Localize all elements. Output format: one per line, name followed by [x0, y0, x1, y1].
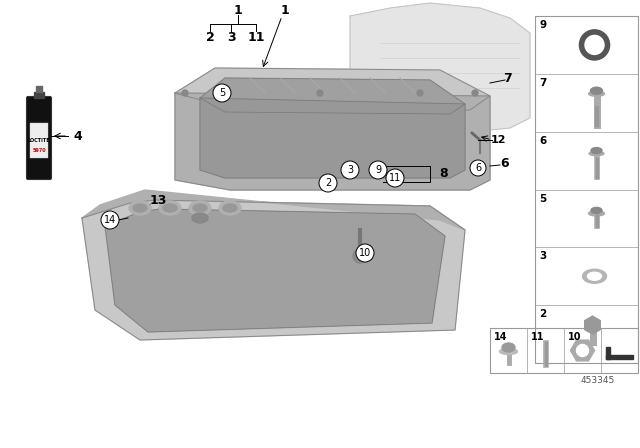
Text: 14: 14 [494, 332, 508, 342]
Bar [490, 328, 638, 373]
Text: 9: 9 [375, 165, 381, 175]
Bar [535, 16, 638, 363]
Text: 3: 3 [347, 165, 353, 175]
Ellipse shape [133, 204, 147, 212]
Polygon shape [200, 98, 465, 178]
Ellipse shape [193, 204, 207, 212]
FancyBboxPatch shape [26, 96, 51, 180]
Circle shape [353, 249, 367, 263]
Bar [30, 123, 48, 158]
Ellipse shape [589, 151, 604, 155]
Ellipse shape [129, 201, 151, 215]
Circle shape [217, 90, 223, 96]
Text: 11: 11 [247, 30, 265, 43]
Polygon shape [350, 3, 530, 133]
Ellipse shape [192, 213, 208, 223]
Circle shape [470, 160, 486, 176]
Text: 2: 2 [539, 309, 547, 319]
Text: 4: 4 [74, 129, 83, 142]
Ellipse shape [588, 272, 602, 280]
Text: 6: 6 [475, 163, 481, 173]
Circle shape [356, 244, 374, 262]
Polygon shape [606, 355, 633, 359]
Circle shape [317, 90, 323, 96]
Text: 3: 3 [227, 30, 236, 43]
Text: 453345: 453345 [581, 375, 615, 384]
Circle shape [472, 90, 478, 96]
Ellipse shape [591, 147, 602, 154]
Ellipse shape [163, 204, 177, 212]
Circle shape [577, 345, 589, 357]
Text: 2: 2 [325, 178, 331, 188]
Text: 1: 1 [280, 4, 289, 17]
Ellipse shape [219, 201, 241, 215]
Polygon shape [200, 78, 465, 114]
Text: 11: 11 [531, 332, 545, 342]
Text: 7: 7 [539, 78, 547, 88]
Text: 2: 2 [205, 30, 214, 43]
Polygon shape [175, 68, 490, 110]
Polygon shape [82, 190, 465, 230]
Text: 12: 12 [490, 135, 506, 145]
Circle shape [386, 169, 404, 187]
Text: 7: 7 [504, 72, 513, 85]
Polygon shape [606, 347, 610, 359]
Ellipse shape [591, 207, 602, 213]
Ellipse shape [223, 204, 237, 212]
Circle shape [341, 161, 359, 179]
Polygon shape [175, 93, 490, 190]
Circle shape [319, 174, 337, 192]
Ellipse shape [589, 91, 605, 96]
Text: 11: 11 [389, 173, 401, 183]
Polygon shape [105, 209, 445, 332]
Circle shape [182, 90, 188, 96]
Circle shape [101, 211, 119, 229]
Circle shape [417, 90, 423, 96]
Text: 6: 6 [500, 156, 509, 169]
Text: 5: 5 [219, 88, 225, 98]
Circle shape [369, 161, 387, 179]
Ellipse shape [189, 201, 211, 215]
Ellipse shape [582, 269, 607, 283]
Text: LOCTITE: LOCTITE [28, 138, 51, 142]
Ellipse shape [591, 87, 602, 94]
Text: 8: 8 [440, 167, 448, 180]
Polygon shape [82, 200, 465, 340]
Ellipse shape [502, 343, 515, 352]
Polygon shape [34, 92, 44, 98]
Text: 5970: 5970 [32, 147, 46, 152]
Text: 10: 10 [568, 332, 582, 342]
Polygon shape [36, 86, 42, 92]
Ellipse shape [499, 349, 518, 354]
Text: 1: 1 [234, 4, 243, 17]
Text: 14: 14 [104, 215, 116, 225]
Text: 3: 3 [539, 251, 547, 261]
Ellipse shape [159, 201, 181, 215]
Ellipse shape [589, 211, 605, 216]
Text: 9: 9 [539, 20, 546, 30]
Text: 13: 13 [149, 194, 166, 207]
Text: 6: 6 [539, 136, 547, 146]
Text: 10: 10 [359, 248, 371, 258]
Text: 5: 5 [539, 194, 547, 203]
Circle shape [213, 84, 231, 102]
